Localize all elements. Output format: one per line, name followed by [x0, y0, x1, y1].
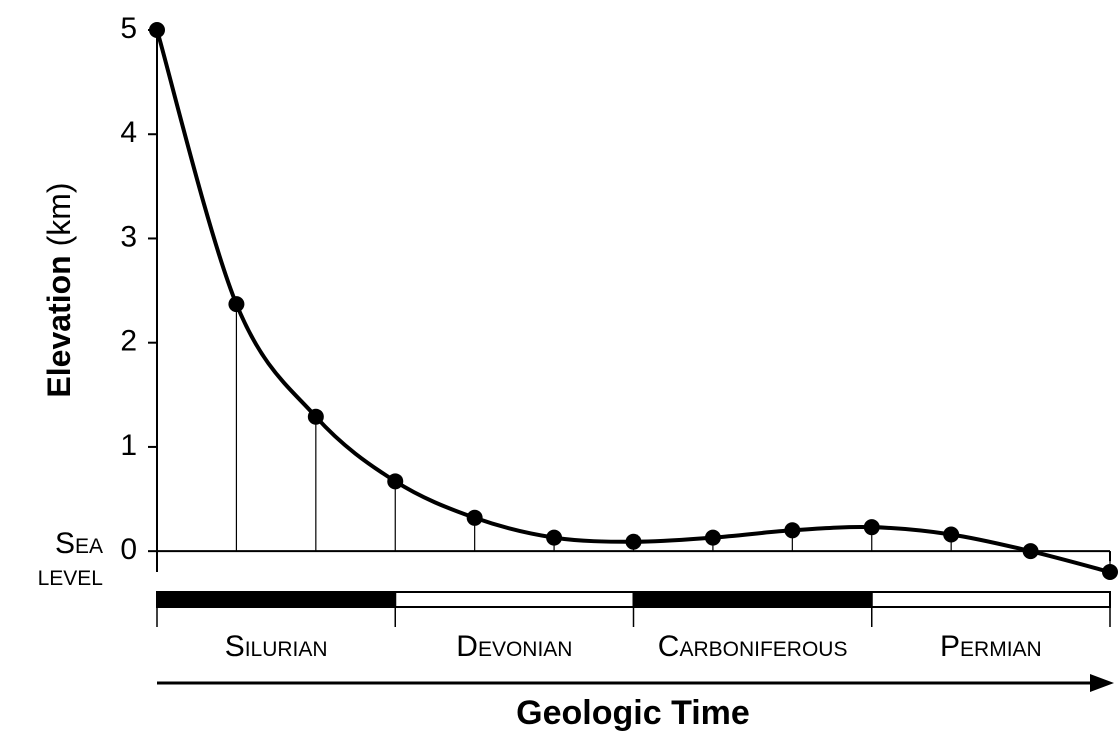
x-axis-label: Geologic Time [516, 694, 750, 732]
data-point [546, 529, 563, 546]
y-tick-label: 5 [120, 12, 137, 45]
data-point [466, 509, 483, 526]
y-tick-label: 3 [120, 220, 137, 253]
y-tick-label: 1 [120, 429, 137, 462]
y-tick-label: 2 [120, 325, 137, 358]
data-point [1022, 543, 1039, 560]
y-label-unit: (km) [41, 182, 77, 246]
data-point [1102, 564, 1118, 580]
elevation-curve [155, 29, 1111, 574]
data-point [704, 529, 721, 546]
data-point [307, 408, 324, 425]
period-label: Devonian [456, 630, 572, 663]
period-bar [156, 591, 397, 608]
y-label-main: Elevation [41, 255, 77, 397]
data-point [784, 522, 801, 539]
period-bar [632, 591, 873, 608]
data-point [863, 519, 880, 536]
time-arrowhead [1090, 674, 1114, 692]
data-point [625, 533, 642, 550]
data-point [149, 22, 165, 38]
y-tick-label: 0 [120, 533, 137, 566]
data-point [387, 473, 404, 490]
period-bar [394, 591, 635, 608]
y-tick-label: 4 [120, 116, 137, 149]
period-label: Permian [940, 630, 1042, 663]
period-label: Carboniferous [658, 630, 848, 663]
period-bar [870, 591, 1111, 608]
period-label: Silurian [225, 630, 328, 663]
level-label: level [38, 559, 103, 592]
data-point [943, 526, 960, 543]
y-axis-label: Elevation (km) [41, 182, 77, 397]
sea-label: Sea [55, 527, 103, 560]
data-point [228, 296, 245, 313]
